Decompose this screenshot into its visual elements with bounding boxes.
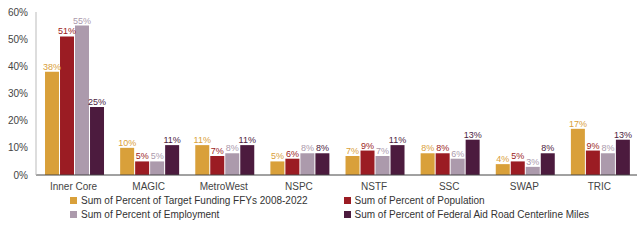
- svg-text:11%: 11%: [389, 135, 406, 145]
- svg-text:20%: 20%: [8, 115, 28, 126]
- svg-text:50%: 50%: [8, 34, 28, 45]
- html-text:Sum of Percent of Target Fundi: Sum of Percent of Target Funding FFYs 20…: [81, 195, 308, 206]
- svg-text:5%: 5%: [136, 151, 149, 161]
- html-text:Sum of Percent of Population: Sum of Percent of Population: [354, 195, 485, 206]
- svg-text:8%: 8%: [226, 143, 239, 153]
- svg-text:25%: 25%: [88, 97, 106, 107]
- svg-text:38%: 38%: [43, 62, 61, 72]
- svg-text:13%: 13%: [464, 130, 482, 140]
- svg-text:8%: 8%: [601, 143, 614, 153]
- svg-text:11%: 11%: [163, 135, 180, 145]
- svg-text:11%: 11%: [194, 135, 211, 145]
- svg-text:7%: 7%: [376, 146, 389, 156]
- svg-text:SWAP: SWAP: [510, 181, 539, 192]
- svg-text:10%: 10%: [8, 142, 28, 153]
- svg-text:0%: 0%: [14, 170, 29, 181]
- svg-text:8%: 8%: [421, 143, 434, 153]
- svg-text:51%: 51%: [58, 26, 76, 36]
- svg-text:17%: 17%: [569, 119, 587, 129]
- svg-text:40%: 40%: [8, 61, 28, 72]
- svg-text:10%: 10%: [118, 138, 136, 148]
- svg-text:8%: 8%: [301, 143, 314, 153]
- svg-text:MAGIC: MAGIC: [132, 181, 165, 192]
- svg-text:8%: 8%: [541, 143, 554, 153]
- svg-text:30%: 30%: [8, 88, 28, 99]
- svg-text:SSC: SSC: [439, 181, 460, 192]
- svg-text:60%: 60%: [8, 7, 28, 18]
- svg-text:NSPC: NSPC: [285, 181, 313, 192]
- html-text:Sum of Percent of Federal Aid: Sum of Percent of Federal Aid Road Cente…: [354, 209, 590, 220]
- svg-text:7%: 7%: [346, 146, 359, 156]
- svg-text:9%: 9%: [361, 141, 374, 151]
- svg-text:TRIC: TRIC: [588, 181, 611, 192]
- svg-text:5%: 5%: [271, 151, 284, 161]
- svg-text:5%: 5%: [151, 151, 164, 161]
- svg-text:9%: 9%: [586, 141, 599, 151]
- svg-text:NSTF: NSTF: [361, 181, 387, 192]
- svg-text:4%: 4%: [496, 154, 509, 164]
- svg-text:13%: 13%: [614, 130, 632, 140]
- svg-text:7%: 7%: [211, 146, 224, 156]
- svg-text:Inner Core: Inner Core: [50, 181, 98, 192]
- html-text:Sum of Percent of Employment: Sum of Percent of Employment: [81, 209, 220, 220]
- svg-text:8%: 8%: [316, 143, 329, 153]
- svg-text:5%: 5%: [511, 151, 524, 161]
- svg-text:11%: 11%: [239, 135, 256, 145]
- svg-text:8%: 8%: [436, 143, 449, 153]
- svg-text:MetroWest: MetroWest: [200, 181, 248, 192]
- svg-text:55%: 55%: [73, 16, 91, 26]
- svg-text:6%: 6%: [451, 149, 464, 159]
- svg-text:3%: 3%: [526, 157, 539, 167]
- svg-text:6%: 6%: [286, 149, 299, 159]
